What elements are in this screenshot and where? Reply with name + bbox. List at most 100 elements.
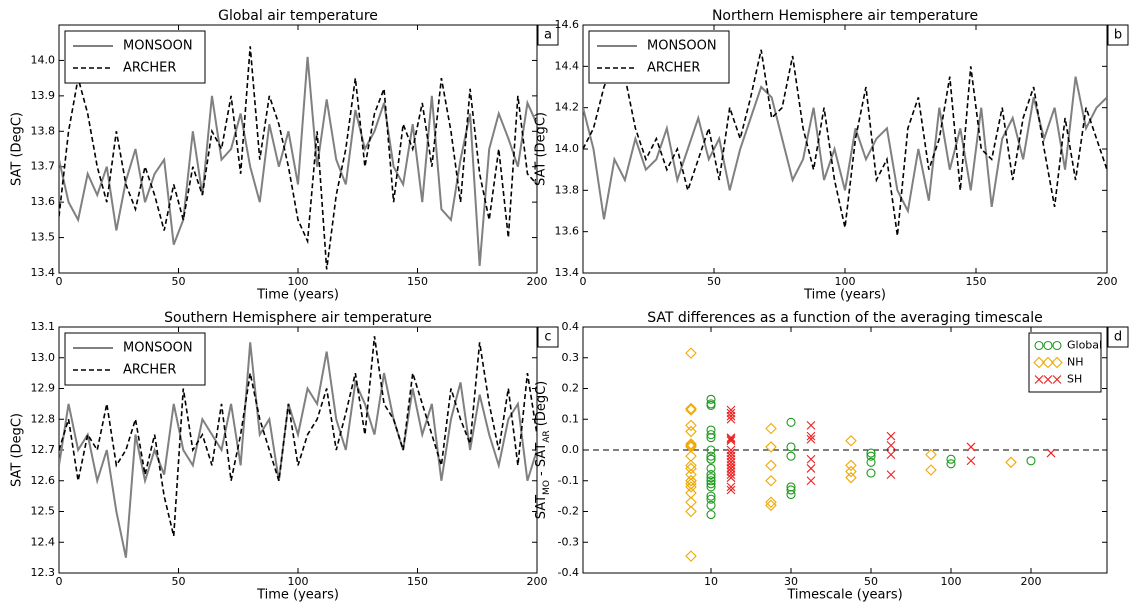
panel-label-box <box>537 326 559 348</box>
legend-swatch <box>1052 340 1062 351</box>
point <box>706 500 716 510</box>
panel-label: a <box>544 28 552 43</box>
y-axis-label-part: - SAT <box>534 443 549 480</box>
legend-box <box>64 332 206 386</box>
x-tick-label: 50 <box>172 275 186 288</box>
legend-label: ARCHER <box>647 61 700 76</box>
y-axis-label-part: SAT <box>534 495 549 519</box>
y-tick-label: 0.3 <box>562 351 580 364</box>
y-tick-label: -0.4 <box>558 566 579 579</box>
point <box>685 347 697 359</box>
point <box>726 470 736 479</box>
point <box>706 479 716 489</box>
y-tick-label: 13.9 <box>31 89 56 102</box>
point <box>685 550 697 562</box>
legend-label: SH <box>1067 373 1082 386</box>
x-axis-label: Timescale (years) <box>786 588 902 603</box>
point <box>726 451 736 461</box>
point <box>726 411 736 421</box>
point <box>685 438 697 450</box>
point <box>765 459 777 472</box>
y-tick-label: 13.4 <box>555 266 580 279</box>
point <box>866 448 876 458</box>
legend-label: ARCHER <box>123 363 176 378</box>
point <box>946 454 956 464</box>
x-tick-label: 30 <box>784 575 798 588</box>
legend-box <box>588 30 730 84</box>
y-axis-label-part: MO <box>542 480 552 495</box>
point <box>726 473 736 483</box>
point <box>726 464 736 473</box>
point <box>706 476 716 486</box>
point <box>726 408 736 418</box>
y-tick-label: -0.2 <box>558 505 579 518</box>
point <box>706 399 716 409</box>
x-axis-label: Time (years) <box>256 288 339 303</box>
point <box>886 431 896 441</box>
x-axis-label: Time (years) <box>803 288 886 303</box>
x-tick-label: 0 <box>56 275 63 288</box>
point <box>706 430 716 440</box>
panel-label-box <box>1107 326 1129 348</box>
point <box>706 451 716 461</box>
point <box>706 454 716 464</box>
y-tick-label: -0.3 <box>558 535 579 548</box>
panel: Global air temperature a 13.4 13.5 13.6 13.7 1… <box>10 8 559 303</box>
point <box>786 490 796 500</box>
point <box>726 436 736 446</box>
point <box>685 404 697 416</box>
legend-swatch <box>1051 356 1063 369</box>
x-tick-label: 0 <box>56 575 63 588</box>
point <box>786 442 796 452</box>
y-tick-label: 13.8 <box>555 183 580 196</box>
point <box>765 496 777 509</box>
point <box>765 474 777 487</box>
legend-swatch <box>1052 375 1062 384</box>
y-tick-label: 14.0 <box>555 142 580 155</box>
point <box>886 470 896 479</box>
panel: Southern Hemisphere air temperature c 12.3… <box>10 310 559 603</box>
y-tick-label: 12.4 <box>31 535 56 548</box>
point <box>925 448 937 461</box>
legend-swatch <box>1034 375 1044 384</box>
y-tick-label: 0.4 <box>562 320 580 333</box>
point <box>806 431 816 441</box>
panel-label: c <box>544 330 551 345</box>
legend-label: MONSOON <box>123 39 193 54</box>
point <box>706 470 716 480</box>
point <box>706 491 716 501</box>
legend-swatch <box>1042 356 1054 369</box>
x-tick-label: 200 <box>527 275 548 288</box>
point <box>726 405 736 415</box>
point <box>866 468 876 478</box>
y-tick-label: 12.3 <box>31 566 56 579</box>
point <box>706 494 716 504</box>
y-tick-label: 12.8 <box>31 412 56 425</box>
y-tick-label: -0.1 <box>558 474 579 487</box>
x-tick-label: 200 <box>1021 575 1042 588</box>
point <box>845 465 857 478</box>
panel: SAT differences as a function of the ave… <box>534 310 1129 603</box>
point <box>946 459 956 469</box>
y-axis-label-part: (DegC) <box>534 381 549 431</box>
x-tick-label: 150 <box>407 575 428 588</box>
point <box>685 474 697 487</box>
legend-box <box>64 30 206 84</box>
point <box>685 419 697 432</box>
point <box>1026 456 1036 466</box>
point <box>685 459 697 472</box>
panel-label: b <box>1114 28 1122 43</box>
point <box>706 473 716 483</box>
series-line <box>583 76 1107 220</box>
point <box>866 451 876 461</box>
point <box>685 425 697 438</box>
legend-label: Global <box>1067 339 1102 352</box>
point <box>726 433 736 443</box>
y-axis-label: SATMO - SATAR (DegC) <box>534 381 552 520</box>
point <box>726 467 736 476</box>
y-tick-label: 14.4 <box>555 59 580 72</box>
y-tick-label: 13.6 <box>31 195 56 208</box>
point <box>706 445 716 455</box>
y-tick-label: 0.1 <box>562 412 580 425</box>
